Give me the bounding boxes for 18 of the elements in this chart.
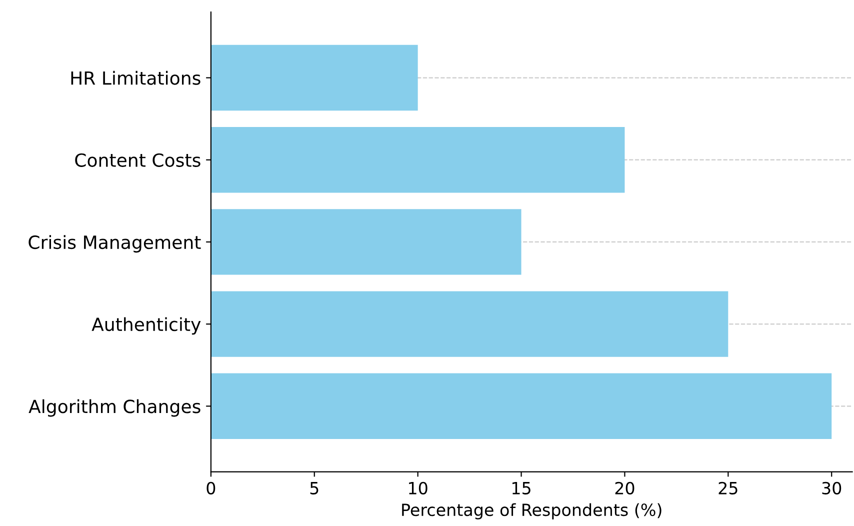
y-tick-label: Algorithm Changes [28,399,200,417]
x-axis-title: Percentage of Respondents (%) [402,503,662,520]
x-tick-label: 25 [718,482,738,494]
bar [210,209,522,275]
x-tick-label: 30 [822,482,842,494]
y-tick-label: Content Costs [75,153,200,167]
y-tick-label: Authenticity [92,317,201,335]
bar [210,44,418,111]
x-tick-label: 10 [409,482,428,494]
bar [210,127,625,193]
x-tick-label: 15 [512,482,530,494]
bar [210,291,728,357]
x-tick-label: 0 [206,482,216,494]
y-tick-label: Crisis Management [28,235,201,253]
y-tick-label: HR Limitations [71,70,200,85]
x-tick-label: 20 [615,482,634,494]
bar [210,373,832,439]
x-tick-label: 5 [310,482,318,494]
